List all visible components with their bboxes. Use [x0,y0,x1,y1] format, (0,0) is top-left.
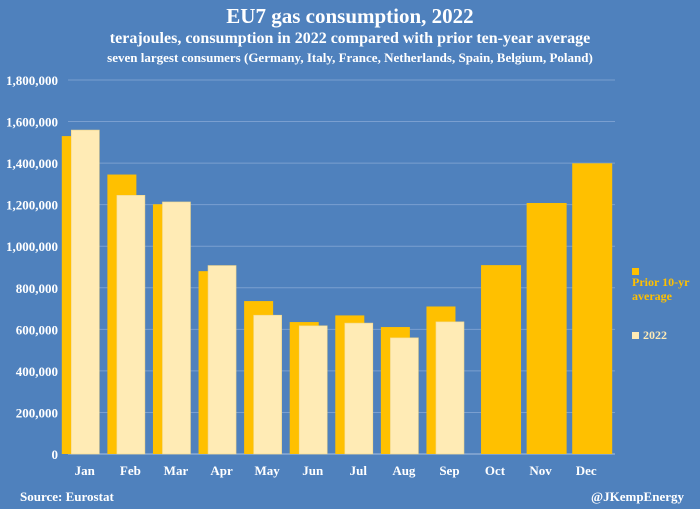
y-tick-label: 400,000 [16,364,58,379]
x-tick-label: Dec [576,463,597,478]
bar-2022 [116,195,146,455]
y-tick-label: 1,000,000 [6,239,58,254]
legend-label: 2022 [643,328,667,342]
y-tick-label: 800,000 [16,281,58,296]
y-tick-label: 1,600,000 [6,115,58,130]
bar-prior [526,203,567,454]
legend-swatch [632,332,639,339]
legend-item-prior: Prior 10-yr average [632,264,700,303]
chart-subtitle-2: seven largest consumers (Germany, Italy,… [107,50,593,65]
x-tick-label: Apr [210,463,233,478]
bar-prior [481,265,522,454]
y-tick-label: 200,000 [16,405,58,420]
bar-2022 [207,265,237,455]
y-tick-label: 0 [52,447,59,462]
bar-prior [572,163,613,454]
bar-2022 [253,314,282,455]
bar-2022 [162,201,191,455]
x-tick-label: Sep [439,463,459,478]
y-tick-label: 1,800,000 [6,73,58,88]
chart-title: EU7 gas consumption, 2022 [226,4,474,28]
bar-2022 [435,321,465,455]
y-tick-label: 1,400,000 [6,156,58,171]
legend-swatch [632,268,639,275]
x-tick-label: Aug [392,463,416,478]
legend-label: Prior 10-yr average [632,275,690,303]
bar-2022 [298,325,328,455]
x-tick-label: Feb [120,463,141,478]
x-tick-label: Nov [529,463,552,478]
x-tick-label: Jun [302,463,324,478]
x-tick-label: Mar [164,463,189,478]
y-tick-label: 600,000 [16,322,58,337]
x-tick-label: Jul [350,463,368,478]
chart-subtitle: terajoules, consumption in 2022 compared… [109,30,591,47]
x-tick-label: Oct [485,463,506,478]
bar-2022 [70,129,100,455]
legend-item-2022: 2022 [632,328,667,342]
y-tick-label: 1,200,000 [6,198,58,213]
bar-2022 [390,337,419,455]
x-tick-label: Jan [75,463,96,478]
x-tick-label: May [254,463,280,478]
source-note: Source: Eurostat [20,489,114,504]
credit: @JKempEnergy [591,489,684,504]
bar-2022 [344,322,374,455]
